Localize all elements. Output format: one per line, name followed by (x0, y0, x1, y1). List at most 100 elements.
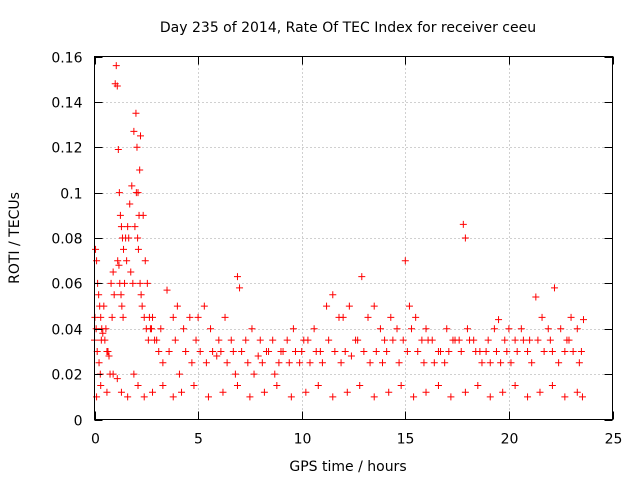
data-point (155, 347, 163, 355)
data-point (110, 291, 118, 299)
data-point (544, 325, 552, 333)
data-point (569, 347, 577, 355)
data-point (354, 336, 362, 344)
y-tick-label: 0.1 (60, 187, 82, 203)
data-point (548, 381, 556, 389)
data-point (383, 347, 391, 355)
data-point (140, 393, 148, 401)
data-point (401, 257, 409, 265)
data-point (100, 302, 108, 310)
data-point (114, 146, 122, 154)
data-point (503, 347, 511, 355)
data-point (125, 234, 133, 242)
data-point (227, 336, 235, 344)
y-tick-label: 0.02 (51, 368, 82, 384)
x-tick-label: 20 (501, 432, 519, 448)
data-point (577, 347, 585, 355)
data-point (171, 336, 179, 344)
data-point (389, 336, 397, 344)
data-point (424, 336, 432, 344)
data-point (331, 347, 339, 355)
data-point (314, 381, 322, 389)
data-point (103, 388, 111, 396)
data-point (575, 359, 583, 367)
data-point (538, 313, 546, 321)
y-tick-label: 0.14 (51, 96, 82, 112)
data-point (482, 347, 490, 355)
data-point (117, 291, 125, 299)
data-point (397, 381, 405, 389)
data-point (557, 325, 565, 333)
data-point (300, 336, 308, 344)
data-point (463, 325, 471, 333)
data-point (159, 381, 167, 389)
data-point (372, 347, 380, 355)
data-point (207, 325, 215, 333)
data-point (136, 279, 144, 287)
data-point (345, 302, 353, 310)
data-point (118, 302, 126, 310)
data-point (112, 62, 120, 70)
data-point (318, 359, 326, 367)
data-points (91, 62, 587, 401)
data-point (138, 302, 146, 310)
data-point (341, 347, 349, 355)
data-point (478, 359, 486, 367)
data-point (285, 359, 293, 367)
data-point (105, 352, 113, 360)
data-point (102, 325, 110, 333)
data-point (408, 325, 416, 333)
data-point (151, 336, 159, 344)
data-point (279, 347, 287, 355)
data-point (540, 347, 548, 355)
data-point (459, 220, 467, 228)
data-point (139, 211, 147, 219)
data-point (445, 347, 453, 355)
data-point (466, 336, 474, 344)
data-point (561, 393, 569, 401)
data-point (128, 182, 136, 190)
data-point (244, 359, 252, 367)
data-point (108, 313, 116, 321)
plot-frame (94, 56, 613, 420)
data-point (116, 211, 124, 219)
data-point (461, 388, 469, 396)
data-point (497, 359, 505, 367)
data-point (395, 359, 403, 367)
data-point (360, 347, 368, 355)
data-point (573, 388, 581, 396)
data-point (119, 313, 127, 321)
y-tick-label: 0.06 (51, 277, 82, 293)
x-tick-label: 10 (294, 432, 312, 448)
data-point (99, 329, 107, 337)
data-point (511, 336, 519, 344)
data-point (213, 352, 221, 360)
data-point (121, 279, 129, 287)
data-point (430, 359, 438, 367)
data-point (180, 325, 188, 333)
data-point (437, 347, 445, 355)
data-point (457, 347, 465, 355)
data-point (113, 375, 121, 383)
data-point (144, 336, 152, 344)
data-point (95, 359, 103, 367)
data-point (258, 359, 266, 367)
data-point (343, 388, 351, 396)
data-point (95, 291, 103, 299)
data-point (399, 336, 407, 344)
data-point (376, 325, 384, 333)
data-point (229, 347, 237, 355)
data-point (115, 189, 123, 197)
data-point (117, 223, 125, 231)
data-point (242, 336, 250, 344)
data-point (130, 127, 138, 135)
data-point (555, 359, 563, 367)
data-point (511, 381, 519, 389)
data-point (366, 359, 374, 367)
data-point (370, 302, 378, 310)
data-point (461, 234, 469, 242)
data-point (532, 293, 540, 301)
data-point (126, 200, 134, 208)
x-tick-label: 25 (605, 432, 623, 448)
